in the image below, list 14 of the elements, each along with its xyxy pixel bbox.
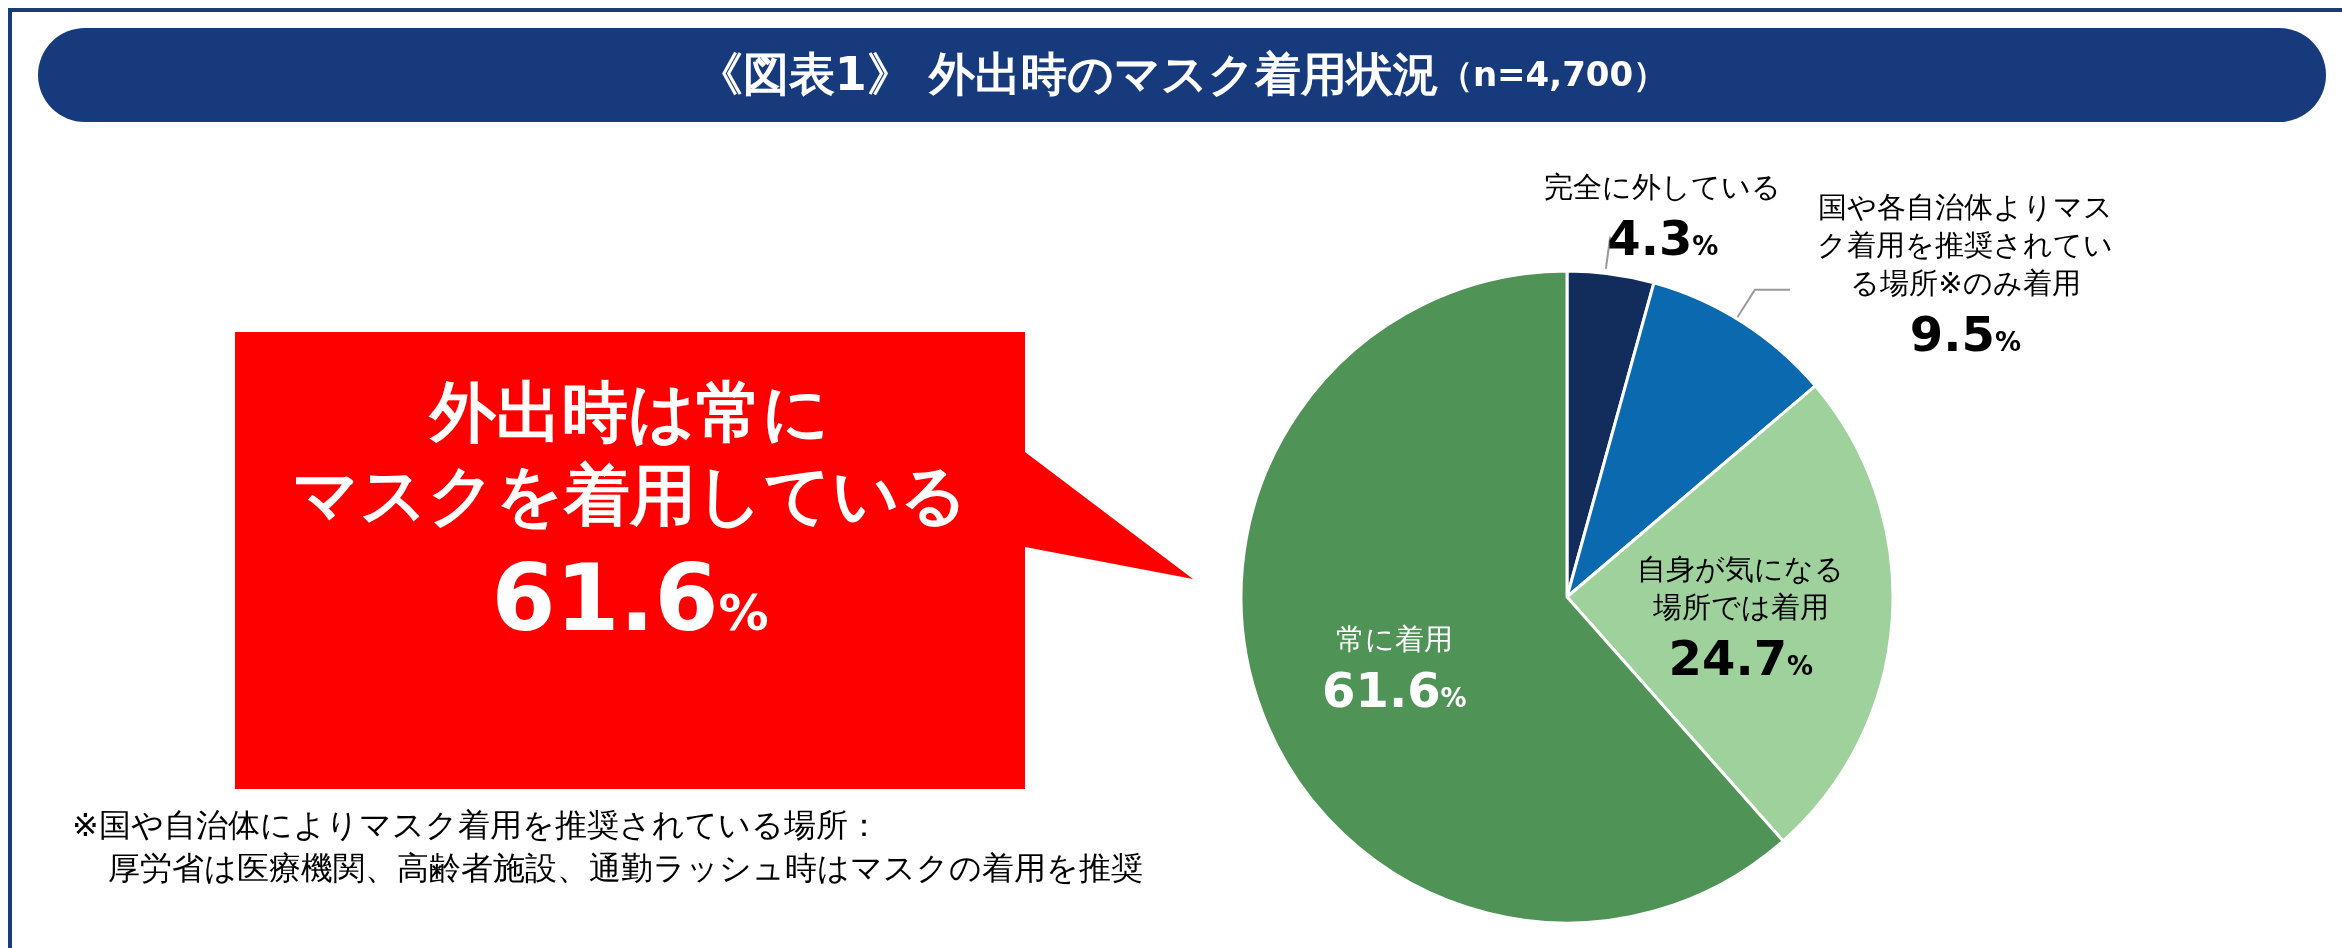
slice-label: 完全に外している: [1544, 170, 1782, 205]
slice-label: 国や各自治体よりマスク着用を推奨されている場所※のみ着用: [1817, 190, 2114, 301]
data-label: 61.6%: [1322, 661, 1467, 718]
slice-label: 常に着用: [1335, 621, 1453, 656]
data-label: 24.7%: [1668, 629, 1814, 686]
data-label: 4.3%: [1607, 210, 1719, 267]
text: 厚労省は医療機関、高齢者施設、通勤ラッシュ時はマスクの着用を推奨: [107, 848, 1143, 890]
chart-title: 《図表1》 外出時のマスク着用状況（n=4,700）: [696, 46, 1668, 103]
text: ※国や自治体によりマスク着用を推奨されている場所：: [72, 805, 881, 846]
slice-label: 自身が気になる場所では着用: [1637, 551, 1845, 624]
text: マスクを着用している: [291, 455, 969, 536]
data-label: 9.5%: [1909, 306, 2021, 363]
text: 61.6%: [490, 544, 770, 654]
text: 外出時は常に: [427, 373, 831, 453]
